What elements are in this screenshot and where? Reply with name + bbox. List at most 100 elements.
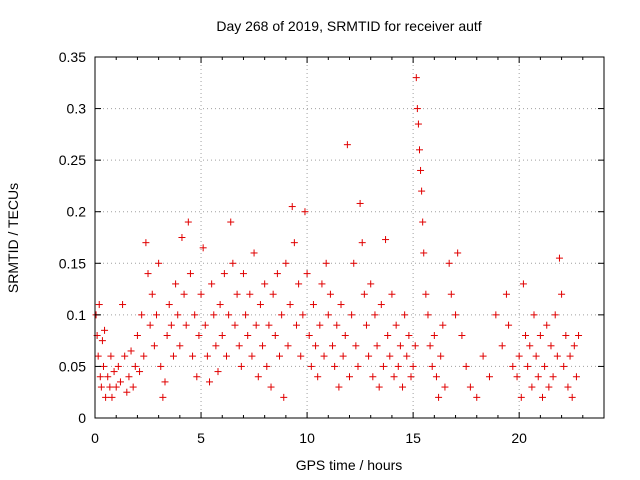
data-point xyxy=(216,301,224,309)
data-point xyxy=(331,362,339,370)
data-point xyxy=(399,383,407,391)
data-point xyxy=(526,342,534,350)
data-point xyxy=(106,383,114,391)
y-tick-label: 0.2 xyxy=(67,204,87,220)
data-point xyxy=(231,321,239,329)
data-point xyxy=(286,301,294,309)
data-point xyxy=(377,301,385,309)
data-point xyxy=(396,342,404,350)
data-point xyxy=(549,373,557,381)
data-point xyxy=(369,373,377,381)
data-point xyxy=(358,239,366,247)
data-point xyxy=(384,331,392,339)
data-point xyxy=(227,218,235,226)
data-point xyxy=(352,342,360,350)
data-point xyxy=(411,342,419,350)
data-point xyxy=(314,373,322,381)
data-point xyxy=(233,290,241,298)
data-point xyxy=(112,383,120,391)
data-point xyxy=(176,342,184,350)
data-point xyxy=(356,199,364,207)
data-point xyxy=(513,373,521,381)
data-point xyxy=(169,352,177,360)
data-point xyxy=(570,342,578,350)
data-point xyxy=(343,141,351,149)
data-point xyxy=(248,352,256,360)
data-point xyxy=(447,290,455,298)
data-point xyxy=(242,311,250,319)
x-tick-label: 15 xyxy=(405,430,421,446)
data-point xyxy=(362,321,370,329)
data-point xyxy=(388,290,396,298)
data-point xyxy=(564,383,572,391)
data-point xyxy=(136,368,144,376)
data-point xyxy=(339,352,347,360)
data-point xyxy=(189,352,197,360)
data-point xyxy=(210,311,218,319)
data-point xyxy=(515,352,523,360)
data-point xyxy=(208,280,216,288)
data-point xyxy=(155,259,163,267)
data-point xyxy=(528,383,536,391)
data-point xyxy=(95,301,103,309)
y-tick-label: 0.35 xyxy=(59,49,86,65)
data-point xyxy=(386,352,394,360)
data-point xyxy=(379,362,387,370)
data-point xyxy=(284,342,292,350)
data-point xyxy=(142,239,150,247)
data-point xyxy=(337,301,345,309)
data-point xyxy=(454,249,462,257)
data-point xyxy=(316,321,324,329)
data-point xyxy=(299,311,307,319)
data-point xyxy=(101,326,109,334)
data-point xyxy=(413,105,421,113)
data-point xyxy=(519,280,527,288)
data-point xyxy=(129,383,137,391)
data-point xyxy=(517,393,525,401)
data-point xyxy=(553,352,561,360)
data-point xyxy=(346,373,353,381)
data-point xyxy=(244,331,252,339)
data-point xyxy=(409,362,417,370)
data-point xyxy=(428,362,436,370)
data-point xyxy=(335,383,343,391)
data-point xyxy=(161,378,169,386)
data-point xyxy=(575,331,583,339)
y-tick-label: 0.05 xyxy=(59,358,86,374)
data-point xyxy=(536,331,544,339)
data-point xyxy=(280,393,288,401)
data-point xyxy=(140,352,148,360)
data-point xyxy=(197,290,205,298)
data-point xyxy=(412,74,420,82)
data-point xyxy=(543,321,551,329)
data-point xyxy=(541,362,549,370)
data-point xyxy=(131,362,139,370)
data-point xyxy=(458,331,466,339)
data-point xyxy=(267,383,275,391)
data-point xyxy=(288,203,296,211)
data-point xyxy=(407,373,415,381)
y-tick-label: 0.15 xyxy=(59,255,86,271)
data-point xyxy=(341,331,349,339)
data-point xyxy=(250,249,258,257)
data-point xyxy=(312,342,320,350)
data-point xyxy=(146,321,154,329)
y-axis-label: SRMTID / TECUs xyxy=(5,183,21,293)
data-point xyxy=(235,342,243,350)
data-point xyxy=(212,342,220,350)
data-point xyxy=(94,352,102,360)
data-point xyxy=(167,321,175,329)
x-tick-label: 0 xyxy=(91,430,99,446)
data-point xyxy=(157,362,165,370)
data-point xyxy=(225,311,233,319)
axis-ticks: 0 0.05 0.1 0.15 0.2 0.25 0.3 0.35 0 5 10 15 20 xyxy=(59,49,605,446)
data-point xyxy=(394,362,402,370)
data-point xyxy=(199,244,207,252)
data-point xyxy=(246,290,254,298)
data-point xyxy=(133,331,141,339)
data-point xyxy=(350,259,358,267)
data-point xyxy=(184,218,192,226)
data-point xyxy=(263,362,271,370)
data-point xyxy=(318,280,326,288)
